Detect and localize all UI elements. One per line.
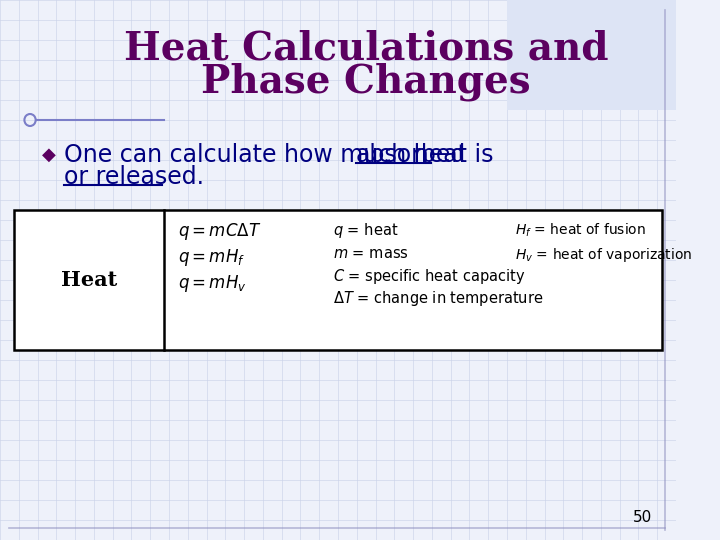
Text: $q = mH_f$: $q = mH_f$ bbox=[179, 247, 246, 268]
Text: One can calculate how much heat is: One can calculate how much heat is bbox=[64, 143, 501, 167]
Text: Heat: Heat bbox=[61, 270, 117, 290]
FancyBboxPatch shape bbox=[14, 210, 662, 350]
Text: $q$ = heat: $q$ = heat bbox=[333, 220, 399, 240]
Text: $H_v$ = heat of vaporization: $H_v$ = heat of vaporization bbox=[515, 246, 692, 264]
Text: 50: 50 bbox=[634, 510, 652, 525]
Text: ◆: ◆ bbox=[42, 146, 55, 164]
Text: absorbed: absorbed bbox=[356, 143, 466, 167]
Text: $C$ = specific heat capacity: $C$ = specific heat capacity bbox=[333, 267, 526, 286]
Text: $q = mC\Delta T$: $q = mC\Delta T$ bbox=[179, 221, 262, 242]
Text: Phase Changes: Phase Changes bbox=[202, 63, 531, 102]
Text: $q = mH_v$: $q = mH_v$ bbox=[179, 273, 247, 294]
Text: Heat Calculations and: Heat Calculations and bbox=[124, 29, 608, 67]
Text: $m$ = mass: $m$ = mass bbox=[333, 246, 409, 260]
FancyBboxPatch shape bbox=[507, 0, 676, 110]
Text: $H_f$ = heat of fusion: $H_f$ = heat of fusion bbox=[515, 221, 646, 239]
Text: or released.: or released. bbox=[64, 165, 204, 189]
Text: $\Delta T$ = change in temperature: $\Delta T$ = change in temperature bbox=[333, 289, 544, 308]
